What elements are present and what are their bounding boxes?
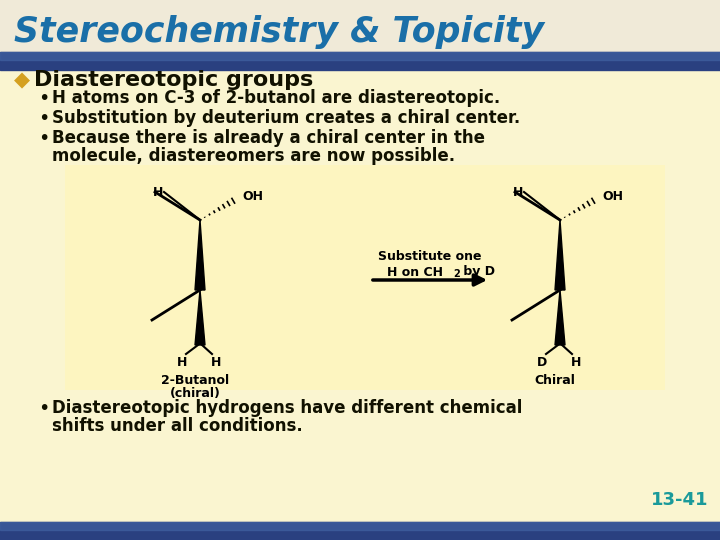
- Text: OH: OH: [602, 190, 623, 202]
- Text: •: •: [38, 89, 50, 107]
- Bar: [0, 52, 720, 70]
- Polygon shape: [195, 220, 205, 290]
- Text: H: H: [177, 355, 187, 368]
- Text: Substitute one: Substitute one: [378, 251, 482, 264]
- Bar: [0, 522, 720, 530]
- Text: 13-41: 13-41: [650, 491, 708, 509]
- Polygon shape: [555, 220, 565, 290]
- Text: Because there is already a chiral center in the: Because there is already a chiral center…: [52, 129, 485, 147]
- Text: shifts under all conditions.: shifts under all conditions.: [52, 417, 302, 435]
- Text: 2-Butanol: 2-Butanol: [161, 374, 229, 387]
- Text: H: H: [153, 186, 163, 199]
- Bar: [0, 522, 720, 540]
- Text: by D: by D: [459, 266, 495, 279]
- Text: ◆: ◆: [14, 70, 30, 90]
- Text: •: •: [38, 129, 50, 147]
- Text: (chiral): (chiral): [170, 388, 220, 401]
- Text: Chiral: Chiral: [534, 374, 575, 387]
- Bar: [65, 165, 665, 390]
- Text: H: H: [211, 355, 221, 368]
- Text: 2: 2: [453, 269, 460, 279]
- Text: molecule, diastereomers are now possible.: molecule, diastereomers are now possible…: [52, 147, 455, 165]
- Text: •: •: [38, 109, 50, 127]
- Text: H atoms on C-3 of 2-butanol are diastereotopic.: H atoms on C-3 of 2-butanol are diastere…: [52, 89, 500, 107]
- Bar: [0, 0, 720, 52]
- Polygon shape: [555, 290, 565, 345]
- Text: Stereochemistry & Topicity: Stereochemistry & Topicity: [14, 15, 544, 49]
- Text: D: D: [537, 355, 547, 368]
- Text: Substitution by deuterium creates a chiral center.: Substitution by deuterium creates a chir…: [52, 109, 521, 127]
- Text: H on CH: H on CH: [387, 266, 443, 279]
- Polygon shape: [195, 290, 205, 345]
- Bar: [0, 52, 720, 60]
- Text: OH: OH: [242, 190, 263, 202]
- Text: H: H: [513, 186, 523, 199]
- Text: •: •: [38, 399, 50, 417]
- Text: Diastereotopic hydrogens have different chemical: Diastereotopic hydrogens have different …: [52, 399, 523, 417]
- Text: Diastereotopic groups: Diastereotopic groups: [34, 70, 313, 90]
- Text: H: H: [571, 355, 581, 368]
